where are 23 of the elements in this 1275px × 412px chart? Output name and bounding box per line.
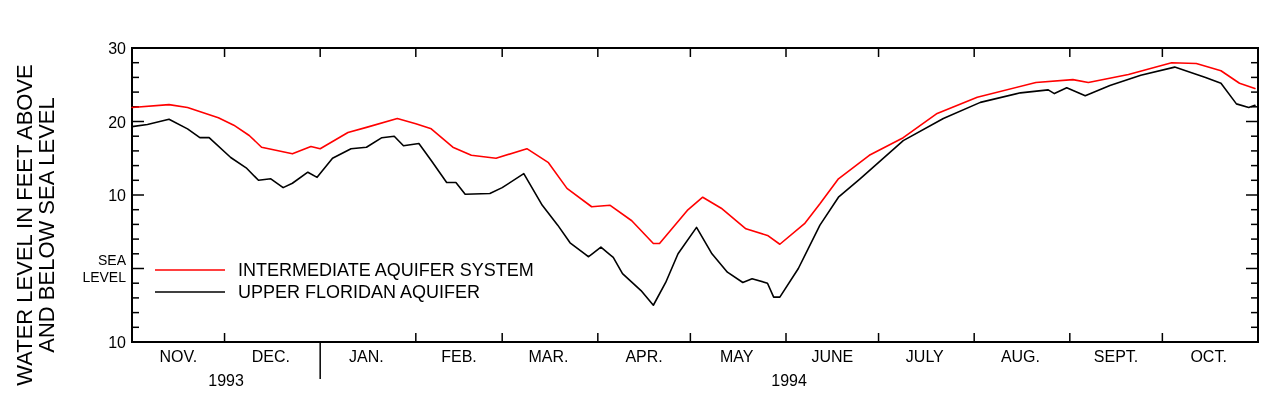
x-tick-label: MAY: [719, 348, 754, 365]
x-tick-label: MAR.: [528, 348, 569, 365]
y-tick-label: 10: [108, 186, 127, 204]
y-tick-label: SEA LEVEL: [82, 252, 127, 285]
y-tick-label: 30: [108, 39, 127, 57]
legend-label: INTERMEDIATE AQUIFER SYSTEM: [238, 260, 534, 280]
x-tick-label: JUNE: [811, 348, 854, 365]
x-tick-label: FEB.: [441, 348, 477, 365]
x-tick-label: JAN.: [349, 348, 384, 365]
text: 1994: [771, 372, 807, 389]
x-tick-label: AUG.: [1000, 348, 1041, 365]
y-axis-title: WATER LEVEL IN FEET ABOVE AND BELOW SEA LEVEL: [12, 64, 59, 386]
line-series: [131, 61, 1256, 246]
x-tick-label: DEC.: [251, 348, 290, 365]
x-tick-label: NOV.: [159, 348, 198, 365]
y-tick-label: 10: [108, 333, 127, 351]
legend-label: UPPER FLORIDAN AQUIFER: [238, 282, 481, 302]
x-tick-label: SEPT.: [1093, 348, 1139, 365]
x-tick-label: JULY: [905, 348, 945, 365]
text: 1993: [208, 372, 244, 389]
x-tick-label: OCT.: [1190, 348, 1227, 365]
x-tick-label: APR.: [625, 348, 663, 365]
y-tick-label: 20: [108, 113, 127, 130]
